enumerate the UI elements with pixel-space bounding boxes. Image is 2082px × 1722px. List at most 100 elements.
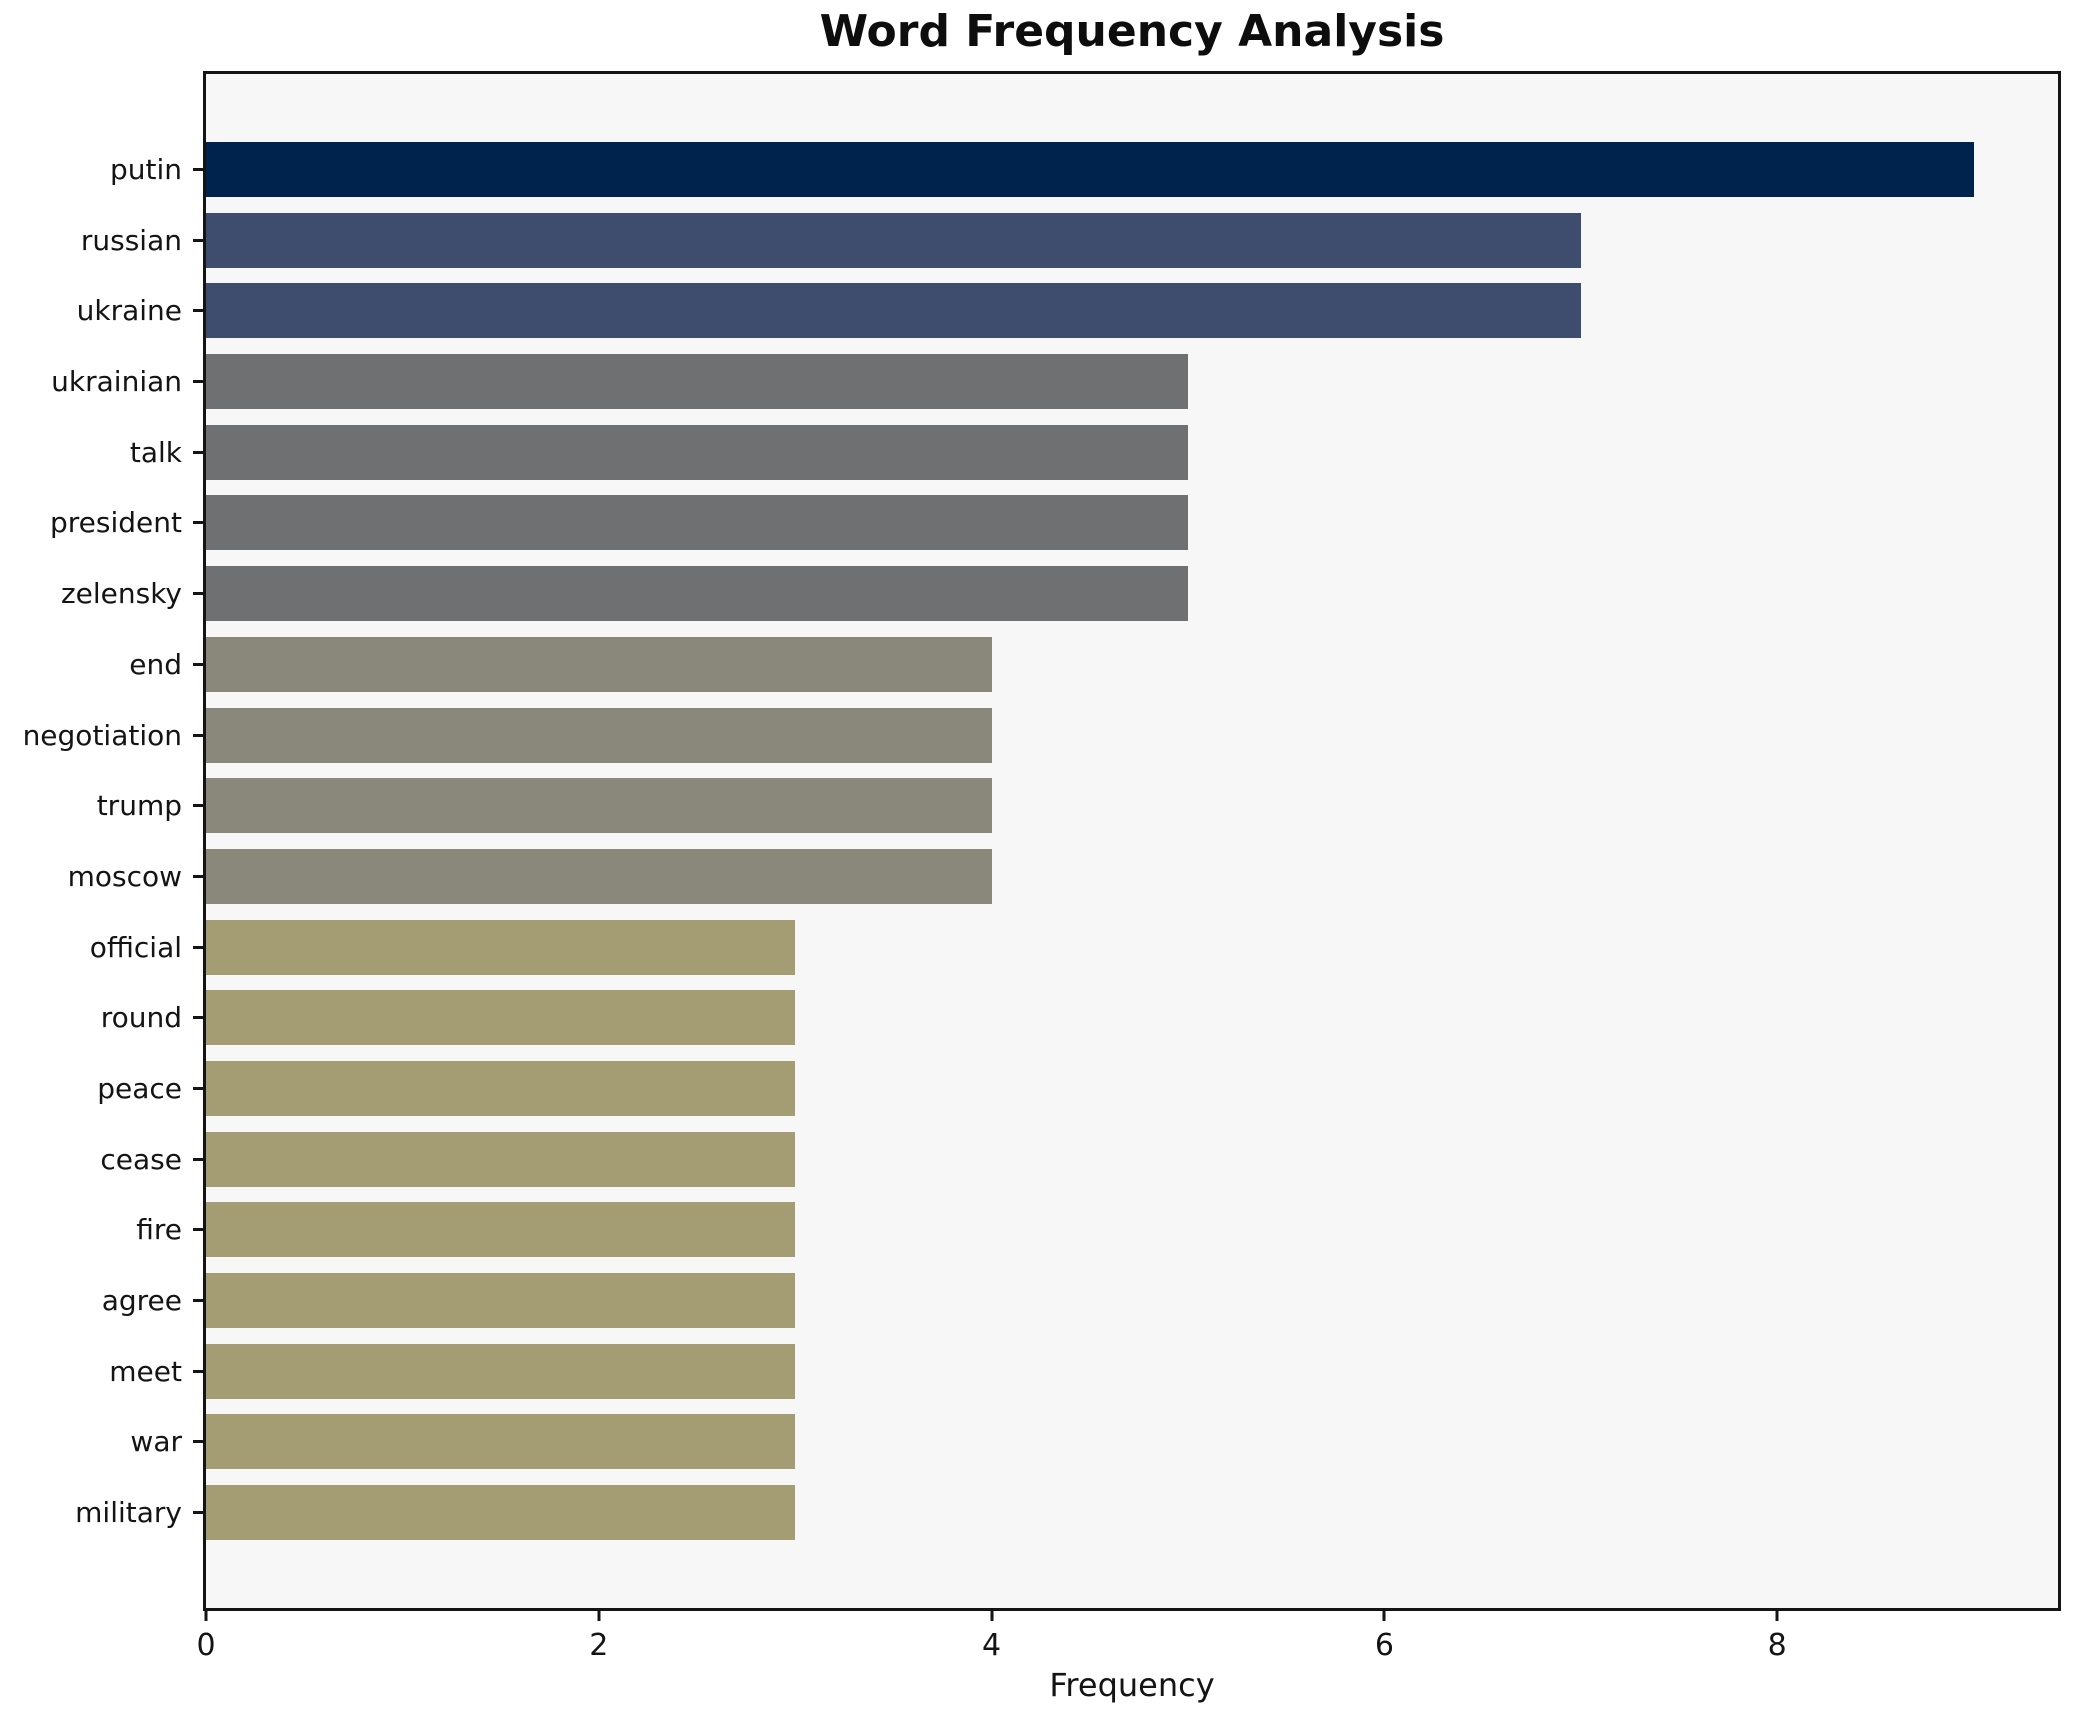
y-axis: putin russian ukraine ukrainian talk presiden…: [0, 71, 203, 1611]
bar-row: [206, 1060, 2058, 1116]
bar-row: [206, 636, 2058, 692]
bar-zelensky: [206, 566, 1188, 622]
y-tick-mark: [193, 1086, 203, 1090]
y-tick-mark: [193, 1440, 203, 1444]
y-tick-label-agree: agree: [101, 1284, 182, 1317]
bar-talk: [206, 424, 1188, 480]
y-tick-mark: [193, 1369, 203, 1373]
bar-row: [206, 1131, 2058, 1187]
bar-putin: [206, 142, 1974, 197]
bar-row: [206, 142, 2058, 197]
y-tick-row: putin: [0, 142, 203, 197]
y-tick-row: ukrainian: [0, 354, 203, 409]
bar-row: [206, 1343, 2058, 1399]
plot-area: [203, 71, 2061, 1611]
y-tick-row: round: [0, 990, 203, 1045]
bar-row: [206, 424, 2058, 480]
y-tick-mark: [193, 945, 203, 949]
bar-row: [206, 1414, 2058, 1470]
y-tick-label-military: military: [75, 1496, 182, 1530]
x-tick-mark: [597, 1611, 601, 1621]
bar-president: [206, 495, 1188, 551]
bar-ukrainian: [206, 354, 1188, 410]
bar-row: [206, 778, 2058, 834]
y-tick-row: negotiation: [0, 708, 203, 763]
y-tick-row: official: [0, 920, 203, 975]
bar-trump: [206, 778, 992, 834]
bar-row: [206, 1202, 2058, 1258]
y-tick-row: zelensky: [0, 566, 203, 621]
y-tick-label-war: war: [130, 1425, 182, 1459]
y-tick-row: talk: [0, 425, 203, 480]
y-tick-mark: [193, 804, 203, 808]
y-tick-mark: [193, 874, 203, 878]
x-tick-mark: [1382, 1611, 1386, 1621]
y-tick-mark: [193, 238, 203, 242]
chart-title: Word Frequency Analysis: [819, 6, 1445, 57]
y-tick-row: meet: [0, 1344, 203, 1399]
y-tick-row: fire: [0, 1202, 203, 1257]
bar-official: [206, 919, 796, 975]
bar-row: [206, 495, 2058, 551]
y-tick-mark: [193, 1511, 203, 1515]
bar-moscow: [206, 848, 992, 904]
y-tick-mark: [193, 521, 203, 525]
y-tick-label-peace: peace: [97, 1071, 182, 1105]
y-tick-row: war: [0, 1414, 203, 1469]
y-tick-label-ukrainian: ukrainian: [51, 365, 182, 399]
y-tick-mark: [193, 1157, 203, 1161]
bar-cease: [206, 1131, 796, 1187]
y-tick-label-end: end: [129, 647, 182, 681]
bar-row: [206, 283, 2058, 339]
y-tick-label-fire: fire: [136, 1213, 182, 1247]
y-tick-row: trump: [0, 778, 203, 833]
y-tick-label-cease: cease: [100, 1142, 182, 1176]
y-tick-row: president: [0, 495, 203, 550]
y-tick-label-ukraine: ukraine: [76, 294, 182, 328]
y-tick-label-zelensky: zelensky: [60, 577, 182, 611]
y-tick-label-trump: trump: [96, 789, 182, 823]
x-tick-mark: [990, 1611, 994, 1621]
y-tick-label-round: round: [100, 1001, 182, 1035]
y-tick-row: ukraine: [0, 283, 203, 338]
y-tick-row: agree: [0, 1273, 203, 1328]
y-tick-mark: [193, 592, 203, 596]
y-tick-mark: [193, 1016, 203, 1020]
bar-row: [206, 566, 2058, 622]
bar-russian: [206, 212, 1581, 268]
bar-row: [206, 354, 2058, 410]
y-tick-mark: [193, 380, 203, 384]
y-tick-label-president: president: [50, 506, 182, 540]
x-axis-title: Frequency: [1049, 1666, 1215, 1704]
y-tick-mark: [193, 1299, 203, 1302]
y-tick-row: military: [0, 1485, 203, 1540]
x-tick-label-8: 8: [1767, 1628, 1787, 1663]
y-tick-mark: [193, 309, 203, 313]
y-tick-label-russian: russian: [80, 223, 182, 257]
bar-ukraine: [206, 283, 1581, 339]
bar-negotiation: [206, 707, 992, 763]
bar-round: [206, 990, 796, 1046]
y-tick-row: moscow: [0, 849, 203, 904]
y-tick-label-negotiation: negotiation: [22, 718, 182, 752]
x-tick-label-4: 4: [982, 1628, 1002, 1663]
x-tick-label-0: 0: [196, 1628, 216, 1663]
bar-row: [206, 1485, 2058, 1541]
bar-meet: [206, 1343, 796, 1399]
bar-row: [206, 919, 2058, 975]
y-tick-label-meet: meet: [109, 1354, 182, 1388]
bar-row: [206, 212, 2058, 268]
y-tick-row: cease: [0, 1132, 203, 1187]
bar-military: [206, 1485, 796, 1541]
x-tick-mark: [204, 1611, 208, 1621]
bar-war: [206, 1414, 796, 1470]
x-tick-label-2: 2: [589, 1628, 609, 1663]
bar-row: [206, 1273, 2058, 1328]
x-tick-mark: [1775, 1611, 1779, 1621]
bar-fire: [206, 1202, 796, 1258]
y-tick-mark: [193, 450, 203, 454]
y-tick-row: russian: [0, 213, 203, 268]
y-tick-mark: [193, 168, 203, 171]
bar-peace: [206, 1060, 796, 1116]
y-tick-row: peace: [0, 1061, 203, 1116]
